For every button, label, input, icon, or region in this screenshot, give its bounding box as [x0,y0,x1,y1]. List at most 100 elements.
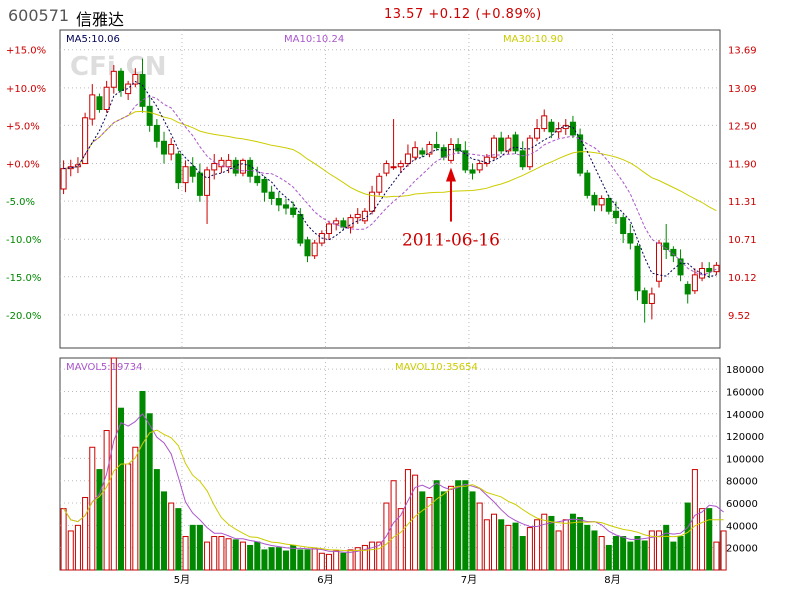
candle-body [311,242,318,257]
month-label: 5月 [174,574,190,586]
percent-tick-label: -15.0% [6,273,41,284]
volume-bar [261,549,268,571]
candle-body [605,198,612,212]
volume-bar [290,544,297,571]
candle-body [713,264,720,273]
volume-bar [275,547,282,571]
candle-body [447,143,454,161]
price-tick-label: 13.69 [728,46,757,57]
legend-ma5: MA5:10.06 [66,34,120,45]
candle-body [562,124,569,130]
legend-mavol10: MAVOL10:35654 [395,362,478,373]
volume-bar [318,552,325,571]
volume-tick-label: 180000 [726,365,764,376]
candle-body [218,159,225,168]
candle-body [390,166,397,169]
volume-bar [577,517,584,571]
candle-body [139,74,146,107]
volume-bar [541,513,548,571]
volume-bar [447,485,454,571]
volume-tick-label: 20000 [726,544,758,555]
candle-body [641,290,648,304]
candle-body [268,191,275,200]
candle-body [426,143,433,155]
volume-bar [139,390,146,571]
stock-name: 信雅达 [76,10,125,29]
chart-header: 600571 信雅达 13.57 +0.12 (+0.89%) [0,0,800,30]
volume-bar [304,549,311,571]
percent-tick-label: -10.0% [6,235,41,246]
candle-body [584,172,591,196]
volume-bar [196,524,203,571]
volume-bar [641,540,648,571]
candle-body [347,217,354,228]
price-tick-label: 10.71 [728,235,757,246]
volume-tick-label: 160000 [726,387,764,398]
volume-bar [491,513,498,571]
volume-bar [720,530,727,571]
candle-body [412,147,419,158]
candle-body [469,169,476,174]
candle-body [634,245,641,292]
volume-tick-label: 100000 [726,454,764,465]
volume-bar [225,538,232,571]
volume-bar [663,524,670,571]
candle-body [196,172,203,196]
price-panel-frame [59,29,721,349]
volume-bar [110,357,117,571]
mavol10-line [63,429,724,552]
percent-tick-label: +0.0% [6,160,40,171]
candle-body [304,239,311,257]
volume-bar [426,496,433,571]
percent-tick-label: +15.0% [6,46,46,57]
candle-body [476,163,483,171]
candle-body [534,128,541,139]
candle-body [648,293,655,304]
volume-bar [476,502,483,571]
volume-bar [505,524,512,571]
candle-body [96,96,103,110]
candle-body [232,159,239,174]
volume-bar [117,407,124,571]
candle-body [369,191,376,212]
volume-bar [146,413,153,571]
percent-tick-label: +5.0% [6,121,40,132]
candle-body [677,258,684,276]
volume-bar [469,491,476,571]
candle-body [361,210,368,222]
volume-bar [605,544,612,571]
volume-bar [311,548,318,571]
volume-bar [125,463,132,571]
candle-body [247,159,254,177]
legend-ma10: MA10:10.24 [284,34,344,45]
candle-body [326,223,333,235]
candle-body [161,140,168,155]
candle-body [663,242,670,250]
candle-body [333,220,340,225]
candle-body [491,137,498,158]
volume-bar [634,536,641,571]
candle-body [577,134,584,174]
volume-bar [340,552,347,571]
price-quote: 13.57 +0.12 (+0.89%) [384,7,542,22]
volume-bar [268,547,275,571]
candle-body [383,163,390,174]
volume-bar [74,524,81,571]
percent-tick-label: +10.0% [6,84,46,95]
volume-bar [67,530,74,571]
candle-body [168,143,175,155]
volume-bar [462,480,469,571]
volume-bar [670,541,677,571]
volume-bar [361,544,368,571]
candle-body [684,283,691,295]
volume-bar [455,480,462,571]
volume-bar [699,508,706,571]
volume-bar [412,474,419,571]
candle-body [462,150,469,171]
volume-tick-label: 60000 [726,499,758,510]
volume-bar [390,480,397,571]
candle-body [225,159,232,168]
candle-body [440,147,447,158]
volume-bar [354,547,361,571]
candle-body [620,217,627,235]
